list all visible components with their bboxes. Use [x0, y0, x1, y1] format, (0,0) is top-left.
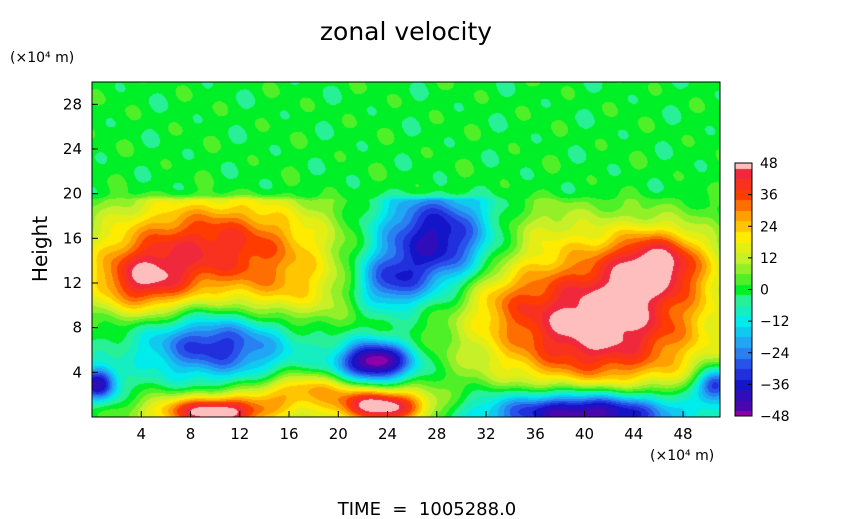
y-tick-label: 4: [72, 363, 82, 381]
y-unit-label: (×10⁴ m): [10, 50, 74, 66]
colorbar-ticks: 48 36 24 12 0 −12 −24 −36 −48: [748, 156, 790, 425]
colorbar-tick-label: 36: [760, 188, 778, 204]
x-tick-label: 44: [624, 425, 643, 443]
colorbar-tick-label: 0: [760, 283, 769, 299]
x-tick-label: 24: [378, 425, 397, 443]
x-tick-label: 36: [526, 425, 545, 443]
colorbar-tick-label: −12: [760, 314, 790, 330]
colorbar: 48 36 24 12 0 −12 −24 −36 −48: [734, 156, 790, 425]
plot-frame: [91, 81, 721, 418]
x-tick-label: 32: [476, 425, 495, 443]
x-tick-label: 16: [279, 425, 298, 443]
colorbar-tick-label: −24: [760, 346, 790, 362]
heatmap-plot: [91, 81, 721, 418]
x-tick-label: 8: [186, 425, 196, 443]
x-axis: 4 8 12 16 20 24 28 32 36 40 44 48: [136, 411, 693, 443]
time-footer: TIME = 1005288.0: [337, 499, 517, 519]
y-tick-label: 28: [63, 95, 82, 113]
x-tick-label: 40: [575, 425, 594, 443]
colorbar-gradient: [735, 163, 752, 416]
colorbar-tick-label: −48: [760, 409, 790, 425]
heatmap-field: [92, 82, 720, 417]
chart-title: zonal velocity: [320, 17, 492, 46]
colorbar-tick-label: 24: [760, 219, 778, 235]
x-unit-label: (×10⁴ m): [650, 448, 714, 464]
colorbar-tick-label: 12: [760, 251, 778, 267]
colorbar-tick-label: 48: [760, 156, 778, 172]
y-tick-label: 8: [72, 319, 82, 337]
x-tick-label: 28: [427, 425, 446, 443]
y-tick-label: 16: [63, 229, 82, 247]
y-tick-label: 12: [63, 274, 82, 292]
x-tick-label: 48: [674, 425, 693, 443]
x-tick-label: 20: [329, 425, 348, 443]
y-tick-label: 24: [63, 140, 82, 158]
colorbar-tick-label: −36: [760, 377, 790, 393]
x-tick-label: 4: [136, 425, 146, 443]
y-axis-label: Height: [28, 216, 52, 282]
x-tick-label: 12: [230, 425, 249, 443]
y-axis: 4 8 12 16 20 24 28: [63, 95, 98, 381]
y-tick-label: 20: [63, 185, 82, 203]
